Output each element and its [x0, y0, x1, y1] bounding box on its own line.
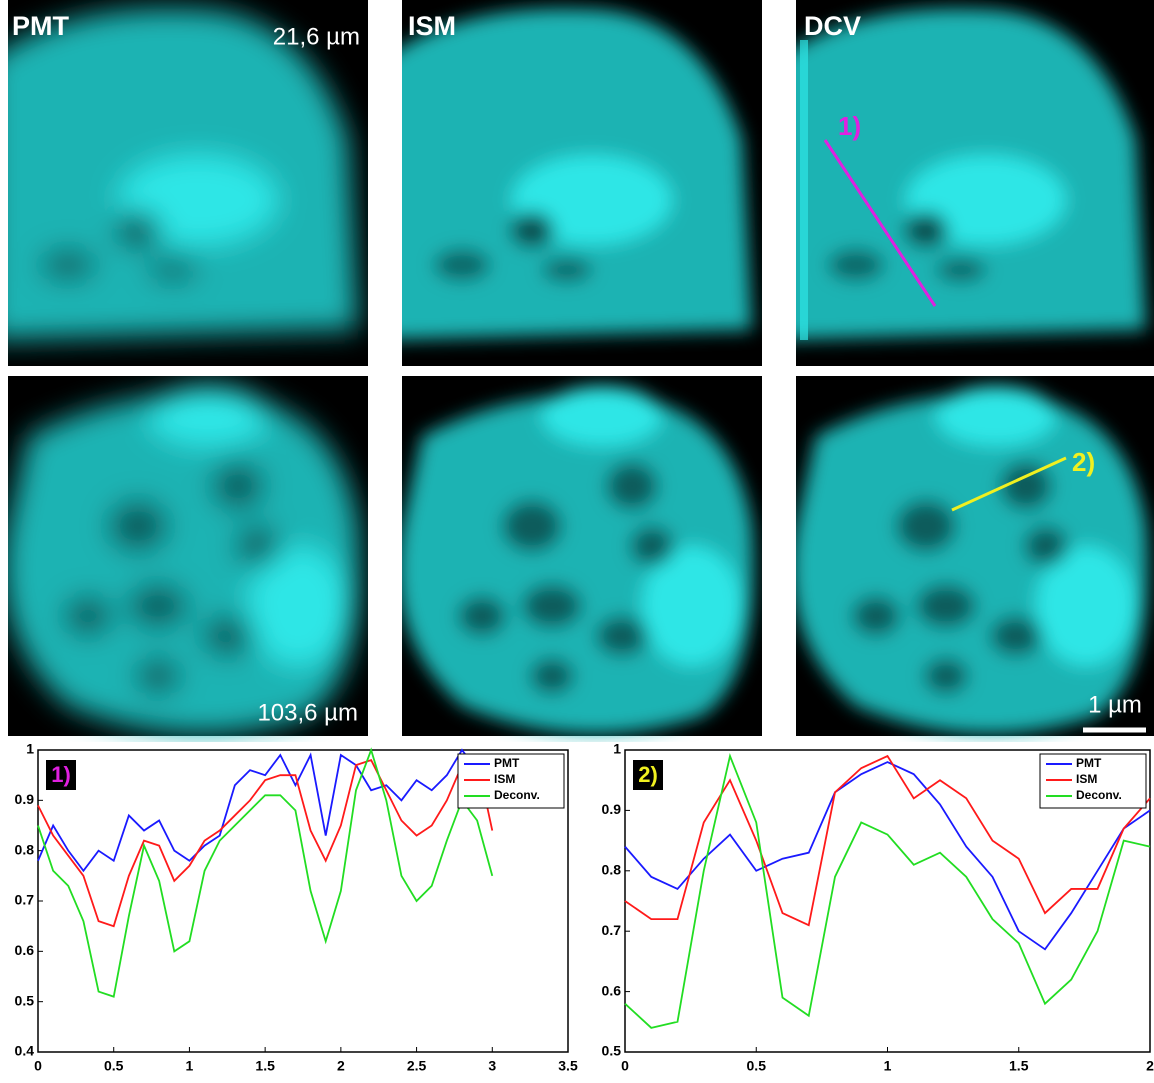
legend-label: PMT	[494, 756, 520, 770]
panel-label: ISM	[408, 11, 456, 41]
x-tick-label: 0	[34, 1058, 42, 1074]
image-ism-2	[402, 376, 762, 736]
legend-label: PMT	[1076, 756, 1102, 770]
profile-label: 1)	[838, 111, 861, 141]
x-tick-label: 0.5	[104, 1058, 124, 1074]
image-grid: PMT 21,6 µm ISM DCV 1) 103,6 µm 2) 1 µm	[8, 0, 1154, 736]
y-tick-label: 0.6	[602, 982, 622, 998]
y-tick-label: 0.9	[15, 791, 35, 807]
panel-label-box	[633, 760, 663, 790]
x-tick-label: 2.5	[407, 1058, 427, 1074]
x-tick-label: 0	[621, 1058, 629, 1074]
x-tick-label: 0.5	[747, 1058, 767, 1074]
y-tick-label: 0.4	[15, 1043, 35, 1059]
y-tick-label: 0.5	[602, 1043, 622, 1059]
legend-label: ISM	[494, 772, 515, 786]
x-tick-label: 2	[1146, 1058, 1154, 1074]
x-tick-label: 1.5	[1009, 1058, 1029, 1074]
series-line	[37, 758, 494, 928]
image-dcv-1	[796, 0, 1154, 366]
x-tick-label: 1.5	[255, 1058, 275, 1074]
x-tick-label: 1	[884, 1058, 892, 1074]
image-pmt-2	[8, 376, 368, 736]
panel-label: PMT	[12, 11, 70, 41]
image-ism-1	[402, 0, 762, 366]
y-tick-label: 0.6	[15, 942, 35, 958]
image-pmt-1	[8, 0, 368, 366]
panel-label: DCV	[804, 11, 861, 41]
y-tick-label: 1	[26, 741, 34, 757]
legend-label: ISM	[1076, 772, 1097, 786]
panel-label-box	[46, 760, 76, 790]
profile-label: 2)	[1072, 447, 1095, 477]
y-tick-label: 0.8	[15, 841, 35, 857]
panel-label: 2)	[638, 762, 658, 787]
profile-line-2	[951, 456, 1067, 512]
series-line	[37, 748, 478, 873]
x-tick-label: 2	[337, 1058, 345, 1074]
series-line	[624, 754, 1151, 927]
depth-label: 21,6 µm	[273, 23, 360, 50]
y-tick-label: 0.7	[602, 922, 622, 938]
y-tick-label: 1	[613, 741, 621, 757]
series-line	[624, 753, 1151, 1029]
series-line	[37, 747, 494, 998]
series-line	[624, 761, 1151, 951]
x-tick-label: 3.5	[558, 1058, 578, 1074]
x-tick-label: 1	[186, 1058, 194, 1074]
y-tick-label: 0.8	[602, 862, 622, 878]
depth-label: 103,6 µm	[257, 699, 358, 726]
y-tick-label: 0.5	[15, 992, 35, 1008]
legend-label: Deconv.	[494, 788, 540, 802]
image-dcv-2	[796, 376, 1154, 736]
y-tick-label: 0.7	[15, 892, 35, 908]
y-tick-label: 0.9	[602, 801, 622, 817]
panel-label: 1)	[51, 762, 71, 787]
scale-label: 1 µm	[1088, 691, 1142, 718]
profile-line-1	[823, 139, 937, 307]
legend-label: Deconv.	[1076, 788, 1122, 802]
x-tick-label: 3	[488, 1058, 496, 1074]
